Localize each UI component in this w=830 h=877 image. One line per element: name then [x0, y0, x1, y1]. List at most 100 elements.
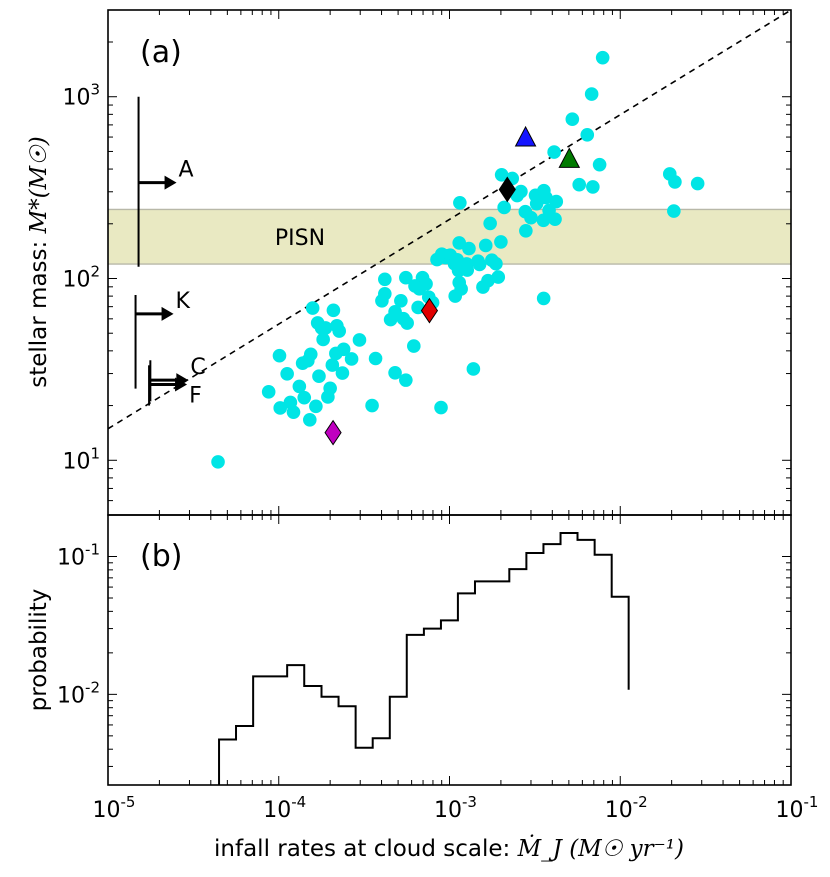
axis-ticks-a: 101 102 103 [62, 9, 792, 516]
y-tick-label-a: 103 [62, 81, 100, 111]
x-tick-label: 10-3 [434, 793, 477, 823]
scatter-point [297, 390, 312, 405]
scatter-point [519, 223, 533, 238]
scatter-point [453, 195, 467, 210]
scatter-point [572, 177, 587, 192]
scatter-point [690, 176, 705, 191]
scatter-point [332, 324, 347, 338]
scatter-point [325, 358, 340, 372]
scatter-point [335, 366, 350, 380]
limit-arrow-head-A [164, 175, 177, 190]
scatter-point [459, 257, 474, 271]
limit-label-C: C [190, 355, 205, 380]
scatter-point [565, 112, 580, 127]
scatter-point [536, 291, 551, 306]
scatter-point [336, 342, 351, 357]
scatter-point [388, 365, 402, 380]
scatter-point [378, 286, 392, 301]
scatter-point [524, 210, 538, 225]
highlighted-markers [324, 125, 581, 446]
scatter-point [434, 400, 448, 415]
panel-label-b: (b) [140, 539, 182, 574]
scatter-point [321, 390, 335, 404]
scatter-point [667, 204, 681, 218]
y-label-prefix: stellar mass: [26, 233, 52, 387]
scatter-point [305, 301, 320, 315]
scatter-point [261, 385, 276, 399]
scatter-panel: PISN A K CF 101 102 103 (a) stellar mass: M*… [26, 9, 792, 516]
histogram-panel: 10-2 10-1 10-5 10-4 10-3 10-2 10-1 (b) probabi… [26, 514, 818, 862]
scatter-point [211, 455, 225, 469]
limit-label-A: A [179, 158, 194, 183]
limit-markers: A K CF [134, 96, 206, 409]
scatter-point [494, 167, 509, 182]
histogram-steps [218, 532, 630, 785]
scatter-point [536, 213, 551, 228]
scatter-point [592, 157, 607, 172]
scatter-point [312, 369, 326, 384]
scatter-point [483, 216, 497, 231]
scatter-points [211, 50, 705, 469]
scatter-point [326, 303, 341, 318]
scatter-point [272, 348, 287, 363]
scatter-point [491, 270, 506, 284]
scatter-point [586, 180, 600, 194]
dashed-one-to-one-line [108, 10, 791, 430]
scatter-point [365, 398, 379, 413]
scatter-point [318, 321, 333, 335]
plot-frame-b [107, 514, 792, 786]
scatter-point [368, 351, 383, 366]
limit-arrow-head-K [161, 306, 174, 321]
scatter-point [466, 362, 481, 376]
scatter-point [292, 379, 307, 394]
scatter-point [344, 352, 359, 366]
magenta-diamond-marker [324, 419, 342, 446]
x-label-math: Ṁ_J (M☉ yr⁻¹) [517, 835, 684, 862]
scatter-point [273, 401, 288, 415]
y-axis-label-b: probability [26, 589, 52, 712]
y-label-math: M*(M☉) [26, 136, 52, 234]
black-diamond-marker [498, 176, 516, 203]
scatter-point [419, 277, 433, 291]
scatter-point [494, 235, 508, 249]
scatter-point [400, 316, 414, 330]
scatter-point [462, 241, 476, 256]
y-axis-label-a: stellar mass: M*(M☉) [26, 136, 52, 388]
axis-ticks-b: 10-2 10-1 10-5 10-4 10-3 10-2 10-1 [57, 514, 818, 823]
scatter-point [580, 128, 595, 142]
scatter-point [302, 412, 317, 427]
scatter-point [539, 190, 553, 205]
scatter-point [316, 332, 330, 347]
scatter-point [481, 273, 495, 288]
scatter-point [547, 145, 561, 159]
y-tick-label-b: 10-2 [57, 678, 100, 708]
scatter-point [399, 373, 413, 387]
x-tick-label: 10-2 [605, 793, 648, 823]
limit-arrow-head-F [175, 377, 188, 392]
scatter-point [584, 87, 599, 101]
scatter-point [478, 238, 493, 253]
red-diamond-marker [420, 297, 439, 324]
scatter-point [399, 270, 413, 285]
scatter-point [407, 339, 421, 353]
scatter-point [489, 256, 503, 271]
panel-label-a: (a) [140, 35, 182, 70]
scatter-point [378, 272, 392, 287]
scatter-point [303, 347, 318, 362]
scatter-point [497, 200, 511, 215]
y-tick-label-b: 10-1 [57, 540, 100, 570]
scatter-point [352, 333, 367, 347]
x-label-prefix: infall rates at cloud scale: [214, 836, 518, 862]
scatter-point [668, 175, 682, 189]
scatter-point [548, 212, 562, 226]
scatter-point [514, 184, 528, 199]
pisn-label: PISN [275, 226, 325, 251]
scatter-point [309, 399, 323, 414]
y-tick-label-a: 101 [62, 444, 100, 474]
blue-triangle-marker [514, 125, 537, 147]
scatter-point [549, 194, 564, 209]
x-tick-label: 10-4 [263, 793, 306, 823]
x-axis-label: infall rates at cloud scale: Ṁ_J (M☉ yr⁻… [214, 835, 684, 862]
limit-label-F: F [189, 384, 202, 409]
